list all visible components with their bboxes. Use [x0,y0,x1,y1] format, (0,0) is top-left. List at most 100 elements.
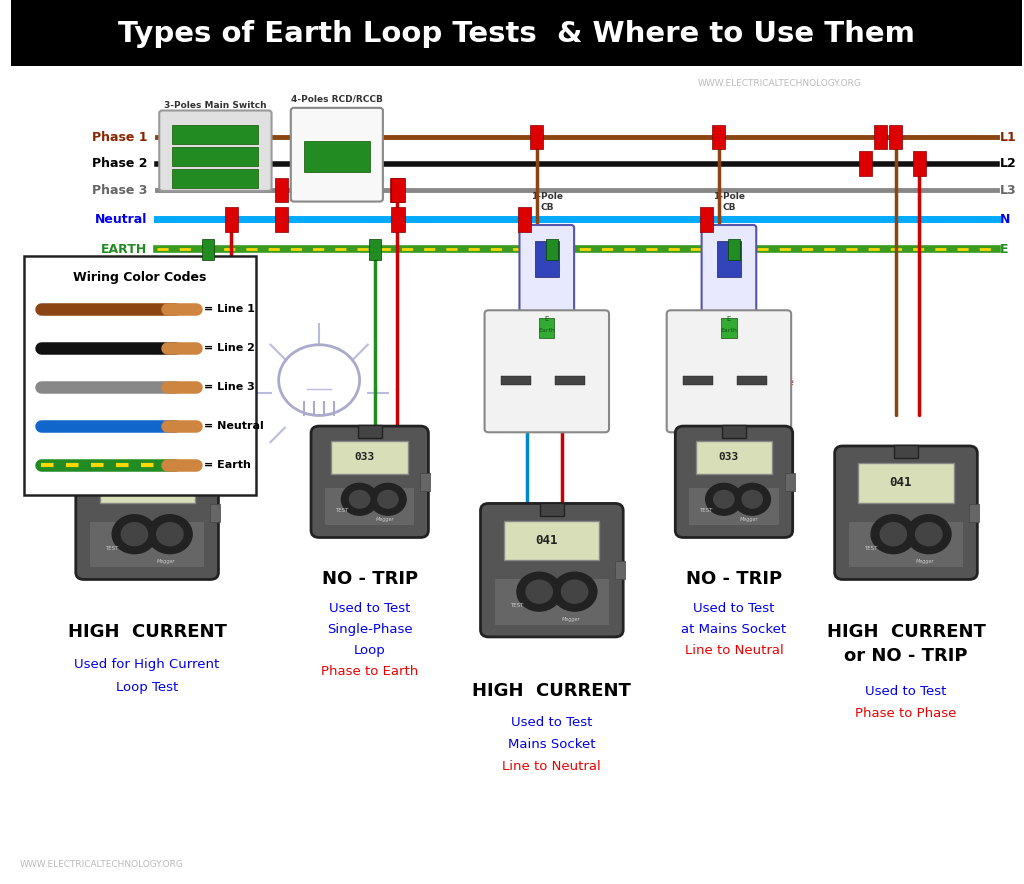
Text: Line to Neutral: Line to Neutral [503,760,601,773]
Text: HIGH  CURRENT: HIGH CURRENT [68,623,226,641]
Text: Loop: Loop [354,644,386,657]
FancyBboxPatch shape [99,463,195,502]
Text: TEST: TEST [510,604,523,608]
Text: Used to Test: Used to Test [865,685,946,697]
Bar [172,125,258,144]
Text: HIGH  CURRENT: HIGH CURRENT [826,623,985,641]
Bar [391,207,404,232]
Bar [390,178,403,202]
FancyBboxPatch shape [332,441,409,474]
Text: WWW.ELECTRICALTECHNOLOGY.ORG: WWW.ELECTRICALTECHNOLOGY.ORG [697,80,861,88]
Text: 1-Pole
CB: 1-Pole CB [530,193,563,212]
Circle shape [517,572,561,611]
Text: Megger: Megger [915,560,934,564]
Circle shape [341,484,378,515]
Text: Used to Test: Used to Test [511,716,593,728]
Bar [717,241,741,277]
Circle shape [742,491,762,508]
Text: Neutral: Neutral [95,213,147,225]
Text: NO - TRIP: NO - TRIP [686,570,782,588]
Text: NO - TRIP: NO - TRIP [322,570,418,588]
FancyBboxPatch shape [695,441,772,474]
Bar [555,376,586,385]
FancyBboxPatch shape [504,521,599,560]
Bar [391,178,404,202]
Bar [202,239,214,260]
Bar [357,425,382,438]
Bar [683,376,714,385]
Text: Types of Earth Loop Tests  & Where to Use Them: Types of Earth Loop Tests & Where to Use… [118,19,914,48]
Bar [535,241,559,277]
Text: Megger: Megger [740,517,759,522]
Text: Single-Phase: Single-Phase [327,623,413,636]
Text: Used to Test: Used to Test [329,602,411,614]
Text: L3: L3 [1000,184,1017,196]
Text: E: E [727,316,731,322]
Text: ← Phase: ← Phase [762,378,794,387]
Bar [728,239,740,260]
Text: L1: L1 [1000,131,1017,143]
Text: E: E [545,316,549,322]
Text: Earth: Earth [539,328,555,333]
Circle shape [157,522,183,545]
Bar [889,125,902,149]
Text: 041: 041 [131,476,154,490]
Bar [304,141,370,172]
Bar [721,318,736,338]
Text: Line to Neutral: Line to Neutral [685,644,783,657]
Text: 3-Poles Main Switch: 3-Poles Main Switch [164,102,266,110]
Circle shape [552,572,597,611]
Bar [326,488,415,525]
Bar [700,207,714,232]
Bar [530,125,544,149]
Text: TEST: TEST [699,508,713,514]
Text: Megger: Megger [376,517,394,522]
Bar [689,488,778,525]
Bar [540,502,564,515]
Circle shape [561,580,588,603]
Text: E: E [1000,243,1009,255]
Circle shape [734,484,770,515]
Bar [540,318,554,338]
FancyBboxPatch shape [858,463,953,502]
FancyBboxPatch shape [480,503,624,636]
Circle shape [121,522,147,545]
Text: TEST: TEST [335,508,348,514]
Circle shape [915,522,942,545]
Bar [970,504,979,522]
FancyBboxPatch shape [484,310,609,432]
Text: 041: 041 [536,534,558,547]
Bar [501,376,531,385]
Text: Used for High Current: Used for High Current [75,659,220,671]
Text: HIGH  CURRENT: HIGH CURRENT [472,682,631,700]
Text: = Earth: = Earth [204,460,251,470]
FancyBboxPatch shape [701,225,757,315]
Bar [713,125,725,149]
Text: Phase to Phase: Phase to Phase [855,707,956,720]
Bar [546,239,558,260]
Circle shape [526,580,552,603]
FancyBboxPatch shape [76,446,218,580]
Text: Earth: Earth [721,328,737,333]
Bar [420,473,430,491]
Bar [275,178,289,202]
Circle shape [147,514,193,553]
Text: TEST: TEST [105,546,119,551]
FancyBboxPatch shape [160,110,271,191]
Text: Loop Test: Loop Test [116,682,178,694]
FancyBboxPatch shape [24,256,256,495]
Circle shape [113,514,157,553]
Text: Megger: Megger [157,560,175,564]
Bar [10,0,1022,66]
Bar [495,579,609,624]
Text: Phase 1: Phase 1 [91,131,147,143]
Bar [784,473,795,491]
FancyBboxPatch shape [667,310,792,432]
Text: Phase 3: Phase 3 [92,184,147,196]
Circle shape [370,484,407,515]
Text: 033: 033 [354,453,375,462]
Text: Phase to Earth: Phase to Earth [322,666,419,678]
Bar [518,207,531,232]
FancyBboxPatch shape [519,225,574,315]
Bar [172,169,258,188]
